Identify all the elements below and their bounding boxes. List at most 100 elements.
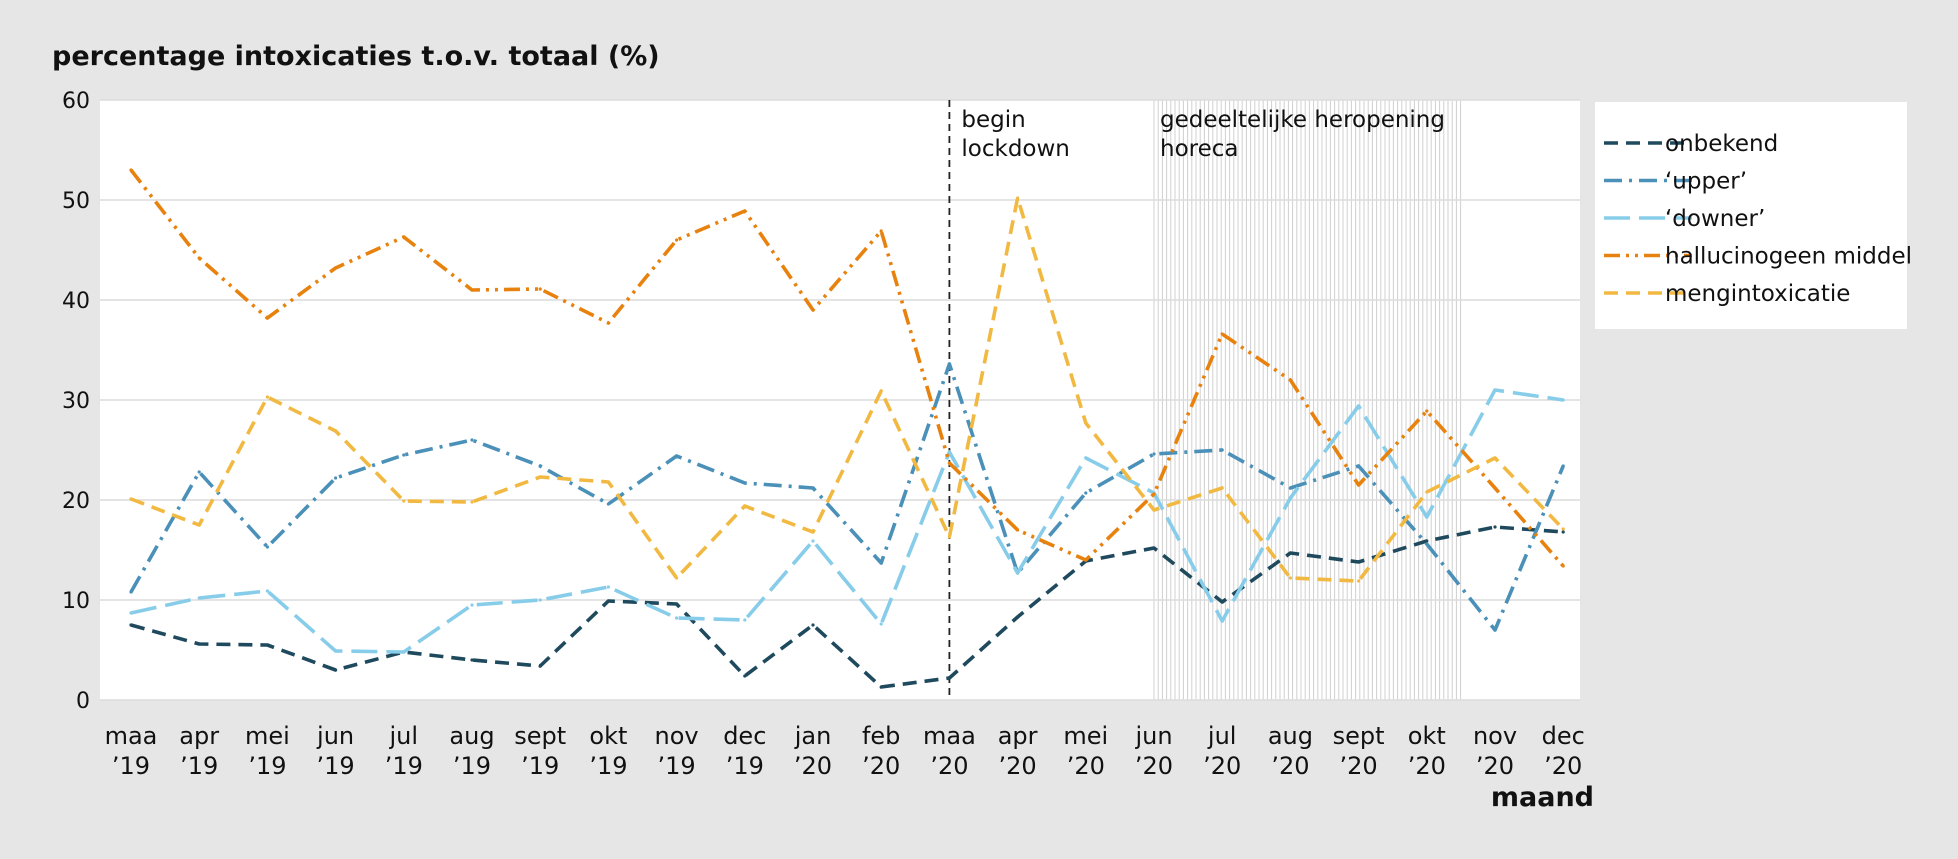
x-tick-label: apr ’19 — [179, 722, 219, 780]
data-point — [470, 438, 474, 442]
data-point — [1152, 492, 1156, 496]
series-5 — [129, 196, 1565, 583]
data-point — [947, 450, 952, 454]
data-point — [129, 590, 133, 594]
data-point — [811, 623, 815, 627]
x-tick-labels: maa ’19 apr ’19 mei ’19 jun ’19 jul ’19 aug ’19 sept… — [105, 722, 1585, 780]
data-point — [675, 602, 679, 606]
data-point — [470, 288, 474, 292]
data-point — [265, 395, 269, 399]
x-tick-label: maa ’19 — [105, 722, 158, 780]
series-line — [130, 525, 1564, 689]
data-point — [1561, 527, 1565, 531]
data-point — [811, 539, 815, 543]
data-point — [1561, 464, 1565, 468]
series-1 — [129, 525, 1565, 689]
data-point — [743, 504, 747, 508]
data-point — [675, 454, 679, 458]
lockdown-annotation: begin lockdown — [961, 107, 1070, 162]
data-point — [197, 642, 201, 646]
x-tick-label: mei ’19 — [245, 722, 290, 780]
x-tick-label: aug ’20 — [1268, 722, 1313, 780]
data-point — [334, 266, 338, 270]
x-tick-label: feb ’20 — [862, 722, 900, 780]
series-2 — [129, 362, 1565, 632]
x-tick-label: jan ’20 — [794, 722, 832, 780]
data-point — [1084, 491, 1088, 495]
legend-label: hallucinogeen middel — [1665, 244, 1912, 270]
reopening-annotation: gedeeltelijke heropening horeca — [1160, 107, 1445, 162]
x-tick-label: jul ’20 — [1203, 722, 1241, 780]
y-tick-labels: 0 10 20 30 40 50 60 — [62, 89, 90, 714]
data-point — [743, 209, 747, 213]
x-tick-label: nov ’19 — [655, 722, 699, 780]
annotations: begin lockdown gedeeltelijke heropening hor… — [961, 107, 1445, 162]
data-point — [1493, 456, 1497, 460]
data-point — [129, 497, 133, 501]
data-point — [947, 461, 952, 465]
data-point — [197, 596, 201, 600]
data-point — [265, 316, 269, 320]
data-point — [1288, 496, 1292, 500]
data-point — [334, 668, 338, 672]
x-tick-label: okt ’20 — [1408, 722, 1446, 780]
data-point — [879, 685, 883, 689]
data-point — [1357, 404, 1361, 408]
data-point — [402, 235, 406, 239]
x-tick-label: sept ’19 — [514, 722, 566, 780]
legend-label: onbekend — [1665, 131, 1778, 157]
data-point — [811, 530, 815, 534]
data-point — [1425, 542, 1429, 546]
x-tick-label: aug ’19 — [449, 722, 494, 780]
data-point — [129, 611, 133, 615]
legend-label: ‘downer’ — [1665, 206, 1765, 232]
data-point — [606, 599, 611, 603]
x-tick-label: jun ’20 — [1134, 722, 1173, 780]
x-tick-label: maa ’20 — [923, 722, 976, 780]
x-tick-label: okt ’19 — [589, 722, 627, 780]
data-point — [538, 287, 542, 291]
x-tick-label: dec ’20 — [1542, 722, 1585, 780]
data-point — [879, 622, 883, 626]
data-point — [1493, 486, 1497, 490]
legend-box — [1595, 102, 1907, 329]
data-point — [1425, 490, 1429, 494]
data-point — [743, 481, 747, 485]
data-point — [1493, 388, 1497, 392]
series-line — [130, 196, 1565, 583]
data-point — [470, 603, 474, 607]
data-point — [1561, 564, 1565, 568]
data-point — [743, 674, 747, 678]
data-point — [265, 589, 269, 593]
legend-label: ‘upper’ — [1665, 169, 1747, 195]
data-point — [129, 623, 133, 627]
data-point — [334, 649, 338, 653]
data-point — [402, 499, 406, 503]
data-point — [538, 464, 542, 468]
chart-title: percentage intoxicaties t.o.v. totaal (%… — [52, 41, 660, 72]
data-point — [1084, 421, 1088, 425]
data-point — [197, 256, 201, 260]
data-point — [334, 476, 338, 480]
data-point — [811, 308, 815, 312]
data-point — [606, 321, 611, 325]
legend: onbekend ‘upper’ ‘downer’ hallucinogeen mid… — [1604, 131, 1912, 307]
data-point — [1425, 515, 1429, 519]
x-axis-label: maand — [1491, 782, 1594, 813]
series-line — [130, 388, 1564, 654]
data-point — [265, 643, 269, 647]
data-point — [1288, 551, 1292, 555]
data-point — [1220, 332, 1224, 336]
data-point — [1152, 452, 1156, 456]
x-tick-label: dec ’19 — [723, 722, 766, 780]
y-tick-label: 40 — [62, 289, 90, 314]
y-tick-label: 10 — [62, 589, 90, 614]
data-point — [1084, 456, 1088, 460]
data-point — [1220, 600, 1224, 604]
data-point — [129, 168, 133, 172]
y-tick-label: 60 — [62, 89, 90, 114]
series-4 — [129, 168, 1565, 568]
data-point — [402, 650, 406, 654]
data-point — [1220, 619, 1224, 623]
data-point — [265, 545, 269, 549]
